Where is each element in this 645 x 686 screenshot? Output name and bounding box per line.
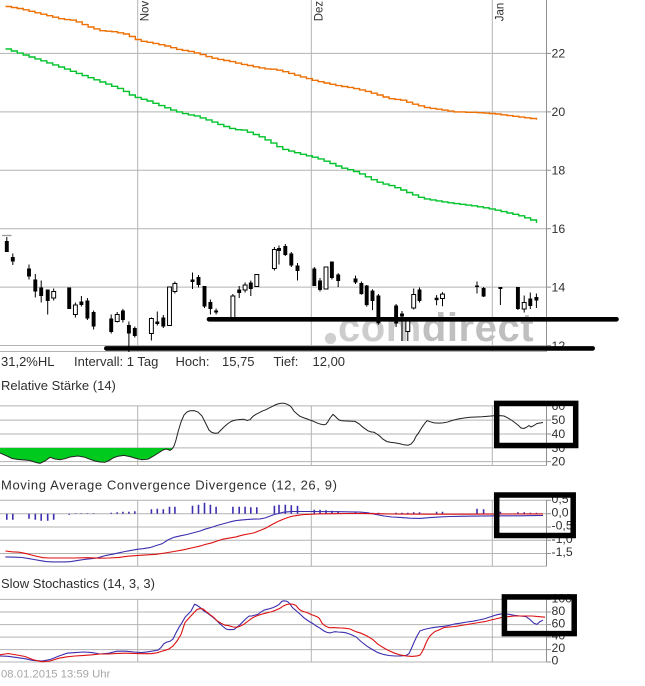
svg-text:Jan: Jan [495,3,507,22]
svg-text:80: 80 [552,604,566,618]
svg-text:08.01.2015 13:59 Uhr: 08.01.2015 13:59 Uhr [1,668,111,680]
svg-text:60: 60 [552,616,566,630]
svg-text:Intervall: 1 Tag: Intervall: 1 Tag [74,354,158,369]
svg-text:0: 0 [552,653,559,667]
svg-text:31,2%HL: 31,2%HL [1,354,54,369]
svg-text:40: 40 [552,427,566,441]
svg-text:50: 50 [552,413,566,427]
svg-text:20: 20 [552,455,566,469]
svg-text:-0,5: -0,5 [552,519,573,533]
svg-text:Tief:: Tief: [274,354,299,369]
svg-text:12,00: 12,00 [313,354,346,369]
svg-text:Dez: Dez [313,1,325,22]
svg-text:14: 14 [552,280,566,294]
svg-text:Moving Average Convergence Div: Moving Average Convergence Divergence (1… [1,478,338,493]
svg-text:20: 20 [552,105,566,119]
svg-text:18: 18 [552,164,566,178]
svg-text:0,0: 0,0 [552,505,569,519]
svg-text:20: 20 [552,641,566,655]
svg-text:Hoch:: Hoch: [176,354,210,369]
svg-text:Slow Stochastics (14, 3, 3): Slow Stochastics (14, 3, 3) [1,576,155,591]
svg-text:Nov: Nov [139,1,151,22]
svg-text:comdirect: comdirect [338,306,534,350]
svg-text:22: 22 [552,47,566,61]
svg-text:16: 16 [552,222,566,236]
svg-text:15,75: 15,75 [222,354,255,369]
svg-text:-1,5: -1,5 [552,545,573,559]
svg-text:Relative Stärke (14): Relative Stärke (14) [1,378,116,393]
